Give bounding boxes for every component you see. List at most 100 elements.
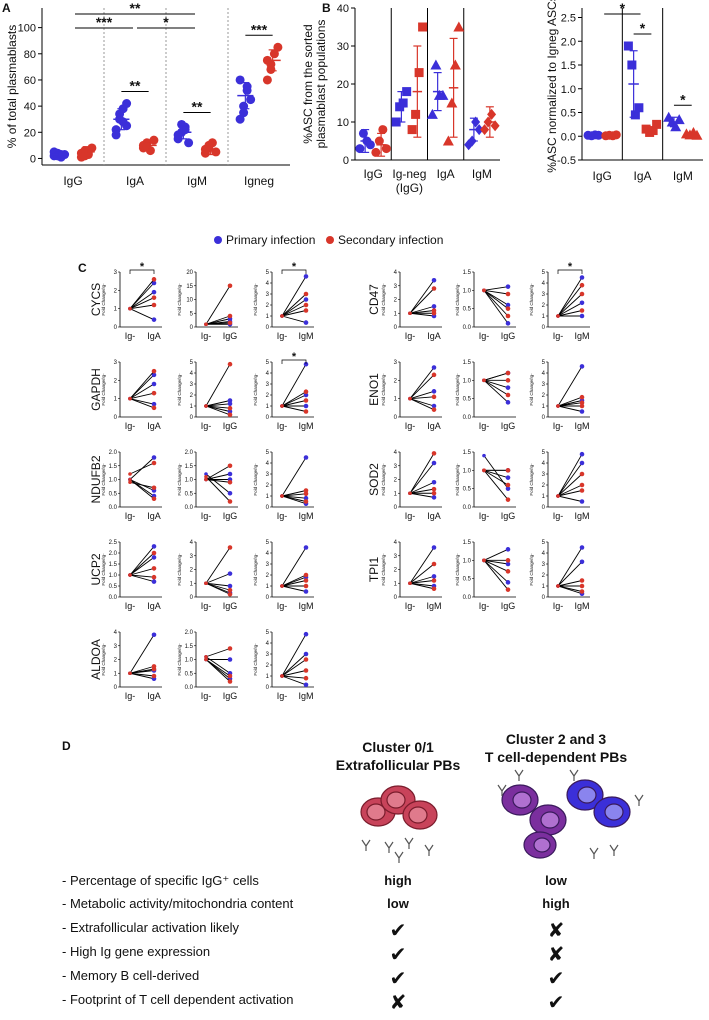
significance-label: *: [292, 261, 297, 273]
cell: ✔: [548, 966, 565, 990]
data-point: [303, 361, 309, 367]
y-tick-label: 1.5: [463, 450, 472, 456]
data-point: [505, 580, 511, 585]
data-point: [365, 140, 375, 150]
y-tick-label: 5: [266, 540, 270, 546]
pair-line: [409, 453, 435, 494]
data-point: [431, 389, 437, 394]
data-point: [204, 581, 208, 586]
y-tick-label: 3: [394, 554, 398, 560]
data-point: [482, 558, 486, 563]
pair-line: [129, 546, 155, 576]
y-tick-label: 1.0: [463, 288, 472, 294]
significance-label: **: [130, 0, 141, 16]
data-point: [411, 109, 421, 119]
gene-label: TPI1: [367, 557, 381, 583]
data-point: [579, 499, 585, 504]
data-point: [579, 313, 585, 319]
y-tick-label: 1: [266, 314, 270, 320]
significance-label: *: [568, 261, 573, 273]
pair-line: [205, 465, 231, 480]
y-tick-label: 1: [266, 404, 270, 410]
x-tick-label: Ig-: [201, 421, 212, 431]
data-point: [303, 392, 309, 398]
data-point: [227, 401, 233, 407]
data-point: [303, 545, 309, 550]
y-tick-label: 1.0: [185, 478, 194, 484]
significance-label: *: [620, 0, 626, 16]
data-point: [151, 390, 157, 396]
pair-line: [129, 665, 155, 674]
y-tick-label: 0: [542, 415, 546, 421]
x-tick-label: Ig-: [553, 601, 564, 611]
y-axis-label: Fold Change/Ig-: [455, 463, 460, 496]
x-tick-label: IgM: [187, 174, 207, 188]
pair-line: [409, 279, 435, 314]
y-axis-label: Fold Change/Ig-: [177, 643, 182, 676]
y-tick-label: 2: [542, 573, 546, 579]
y-tick-label: 1: [190, 404, 194, 410]
data-point: [437, 89, 449, 100]
y-tick-label: 2: [266, 573, 270, 579]
data-point: [505, 284, 511, 289]
pair-line: [205, 479, 231, 483]
y-tick-label: 3: [190, 382, 194, 388]
y-tick-label: 1: [394, 311, 398, 317]
y-tick-label: 4: [542, 371, 546, 377]
pair-line: [557, 402, 583, 407]
pair-line: [129, 279, 155, 309]
column-header: Extrafollicular PBs: [336, 757, 461, 773]
x-tick-label: Ig-: [405, 601, 416, 611]
y-tick-label: 0.5: [463, 577, 472, 583]
data-point: [431, 403, 437, 409]
pair-line: [409, 563, 435, 584]
data-point: [151, 302, 157, 308]
x-tick-label: Ig-: [277, 511, 288, 521]
data-point: [151, 317, 157, 322]
data-point: [453, 21, 465, 32]
significance-label: ***: [96, 14, 113, 30]
data-point: [280, 584, 284, 588]
y-tick-label: 0.0: [185, 505, 194, 511]
pair-line: [205, 473, 231, 480]
y-axis-label: Fold Change/Ig-: [253, 463, 258, 496]
data-point: [303, 572, 309, 578]
data-point: [505, 497, 511, 502]
pair-line: [129, 634, 155, 674]
data-point: [505, 482, 511, 488]
y-tick-label: 3: [394, 464, 398, 470]
y-tick-label: 5: [542, 540, 546, 546]
y-tick-label: 0: [343, 155, 349, 167]
data-point: [151, 496, 157, 502]
y-tick-label: 2: [394, 478, 398, 484]
data-point: [227, 490, 233, 496]
x-tick-label: Ig-: [405, 331, 416, 341]
y-tick-label: 0: [542, 325, 546, 331]
pair-line: [205, 582, 231, 595]
y-tick-label: 1.0: [463, 468, 472, 474]
data-point: [227, 545, 233, 550]
data-point: [431, 310, 437, 316]
y-tick-label: 2.0: [185, 450, 194, 456]
pair-line: [281, 633, 307, 677]
x-tick-label: IgG: [501, 601, 516, 611]
x-tick-label: Ig-: [125, 331, 136, 341]
y-tick-label: 3: [542, 382, 546, 388]
pair-line: [281, 304, 307, 317]
pair-line: [281, 574, 307, 587]
y-axis-label: Fold Change/Ig-: [253, 643, 258, 676]
cell: ✔: [390, 966, 407, 990]
data-point: [579, 578, 585, 583]
y-tick-label: 1: [114, 397, 118, 403]
column-header: Cluster 2 and 3: [506, 731, 607, 747]
data-point: [482, 468, 486, 473]
y-tick-label: 0.0: [463, 595, 472, 601]
pair-line: [129, 383, 155, 400]
y-tick-label: 0.0: [463, 325, 472, 331]
x-tick-label: IgG: [63, 174, 82, 188]
data-point: [505, 392, 511, 398]
data-point: [431, 561, 437, 567]
pair-line: [281, 490, 307, 497]
x-tick-label: Ig-: [201, 331, 212, 341]
